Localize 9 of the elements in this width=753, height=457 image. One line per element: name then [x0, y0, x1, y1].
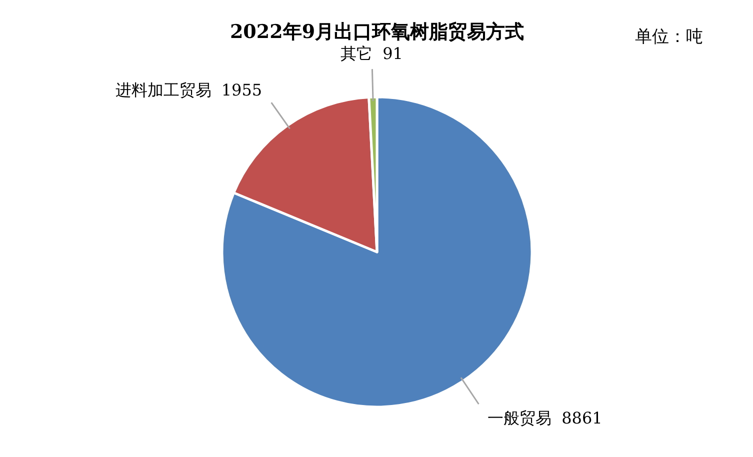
data-label: 91 — [382, 44, 403, 64]
data-label: 8861 — [562, 408, 602, 428]
slice-label: 进料加工贸易 — [115, 80, 212, 100]
data-label: 1955 — [221, 80, 262, 100]
slice-label: 其它 — [340, 44, 373, 64]
slice-label: 一般贸易 — [488, 408, 552, 428]
pie-slice — [220, 96, 534, 408]
text: 单位：吨 — [635, 27, 703, 47]
chart-title: 2022年9月出口环氧树脂贸易方式 — [230, 21, 524, 43]
